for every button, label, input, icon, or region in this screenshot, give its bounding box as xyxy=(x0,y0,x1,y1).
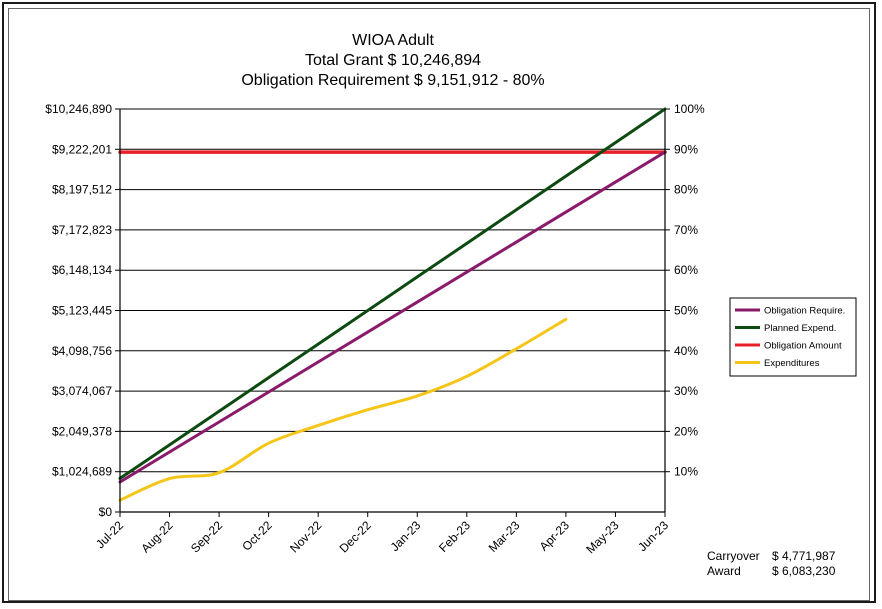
x-tick-label: Jun-23 xyxy=(635,518,671,554)
carryover-value: $ 4,771,987 xyxy=(772,549,836,563)
y-tick-label: $0 xyxy=(99,505,113,519)
legend-label: Planned Expend. xyxy=(764,323,836,334)
chart-frame-outer xyxy=(2,2,876,603)
carryover-label: Carryover xyxy=(707,549,760,563)
y2-tick-label: 80% xyxy=(674,183,698,197)
y-tick-label: $10,246,890 xyxy=(45,102,112,116)
axes xyxy=(119,109,666,513)
y2-tick-label: 60% xyxy=(674,263,698,277)
y2-tick-label: 20% xyxy=(674,424,698,438)
y2-tick-label: 30% xyxy=(674,384,698,398)
x-tick-label: May-23 xyxy=(583,518,621,556)
series-line xyxy=(118,107,667,480)
y-tick-label: $7,172,823 xyxy=(52,223,112,237)
y-tick-label: $4,098,756 xyxy=(52,344,112,358)
grid-lines xyxy=(120,108,665,473)
y2-tick-label: 90% xyxy=(674,142,698,156)
legend-label: Obligation Amount xyxy=(764,341,842,352)
chart-title: WIOA Adult xyxy=(352,32,434,49)
y-tick-label: $8,197,512 xyxy=(52,183,112,197)
y-tick-label: $2,049,378 xyxy=(52,424,112,438)
x-tick-label: Jul-22 xyxy=(93,518,126,551)
chart-subtitle-grant: Total Grant $ 10,246,894 xyxy=(304,52,482,69)
y2-tick-label: 50% xyxy=(674,304,698,318)
award-label: Award xyxy=(707,564,741,578)
x-tick-label: Oct-22 xyxy=(239,518,275,554)
x-tick-label: Mar-23 xyxy=(486,518,523,555)
x-tick-label: Sep-22 xyxy=(188,518,225,555)
y2-tick-label: 70% xyxy=(674,223,698,237)
chart-subtitle-obligation: Obligation Requirement $ 9,151,912 - 80% xyxy=(241,72,545,89)
y2-tick-label: 40% xyxy=(674,344,698,358)
y-tick-label: $3,074,067 xyxy=(52,384,112,398)
y-tick-label: $1,024,689 xyxy=(52,465,112,479)
series-line xyxy=(118,317,568,502)
x-tick-label: Aug-22 xyxy=(138,518,175,555)
chart-frame-inner xyxy=(8,8,870,601)
x-tick-label: Dec-22 xyxy=(337,518,374,555)
series-lines xyxy=(118,107,667,502)
y2-axis-ticks: 10% 20% 30% 40% 50% 60% 70% 80% 90% 100% xyxy=(665,102,705,479)
x-axis-ticks: Jul-22 Aug-22 Sep-22 Oct-22 Nov-22 Dec-22 Jan-… xyxy=(93,512,671,556)
legend: Obligation Require. Planned Expend. Obliga… xyxy=(729,297,857,377)
x-tick-label: Nov-22 xyxy=(287,518,324,555)
y-tick-label: $9,222,201 xyxy=(52,142,112,156)
x-tick-label: Feb-23 xyxy=(436,518,473,555)
y-tick-label: $6,148,134 xyxy=(52,263,112,277)
x-tick-label: Apr-23 xyxy=(537,518,573,554)
y2-tick-label: 100% xyxy=(674,102,705,116)
series-line xyxy=(118,150,667,484)
y-tick-label: $5,123,445 xyxy=(52,304,112,318)
award-value: $ 6,083,230 xyxy=(772,564,836,578)
legend-label: Expenditures xyxy=(764,358,820,369)
x-tick-label: Jan-23 xyxy=(388,518,424,554)
legend-label: Obligation Require. xyxy=(764,306,845,317)
y-axis-ticks: $0 $1,024,689 $2,049,378 $3,074,067 $4,098,7… xyxy=(45,102,120,519)
y2-tick-label: 10% xyxy=(674,465,698,479)
